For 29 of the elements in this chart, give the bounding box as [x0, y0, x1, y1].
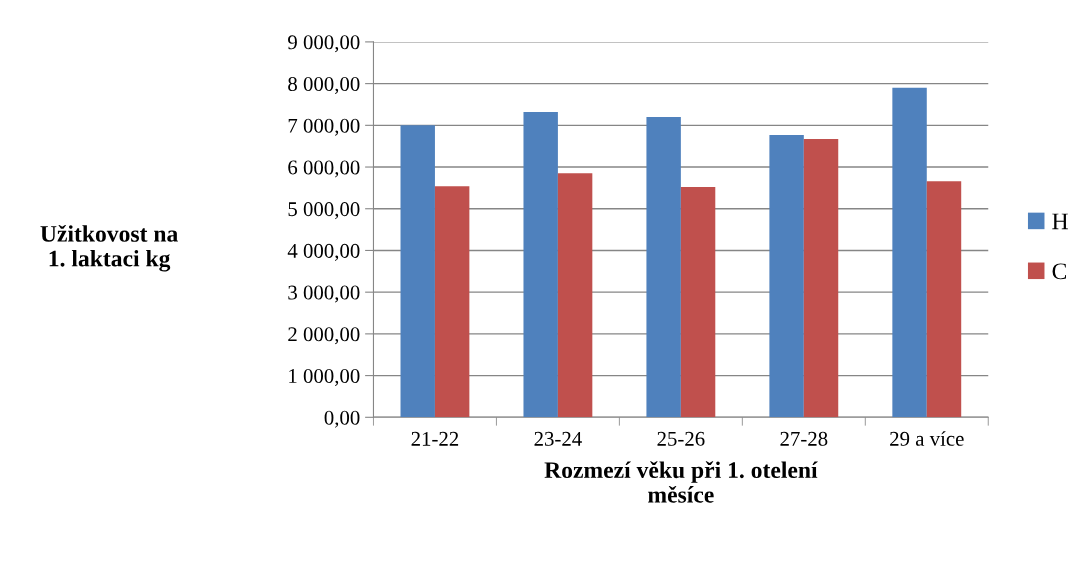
y-tick-label: 3 000,00: [288, 285, 360, 303]
x-tick-label: 25-26: [657, 431, 705, 446]
bar: [400, 125, 435, 418]
y-tick-label: 9 000,00: [288, 35, 360, 53]
x-tick-label: 29 a více: [890, 431, 964, 446]
bar: [680, 187, 716, 418]
bar: [557, 173, 593, 418]
x-tick-label: 21-22: [411, 431, 459, 446]
y-tick-label: 6 000,00: [288, 160, 360, 178]
x-tick-label: 23-24: [534, 431, 582, 446]
y-tick-label: 8 000,00: [288, 76, 360, 95]
bar: [803, 139, 839, 418]
x-axis-title: Rozmezí věku při 1. otelení měsíce: [544, 461, 818, 503]
y-tick-label: 0,00: [324, 410, 360, 428]
bar: [523, 111, 558, 418]
bar: [646, 116, 681, 418]
y-axis-title: Užitkovost na 1. laktaci kg: [40, 224, 178, 272]
legend-label: H: [1052, 213, 1068, 230]
bar: [434, 186, 470, 418]
bar: [892, 87, 927, 418]
y-tick-label: 1 000,00: [289, 368, 360, 387]
y-tick-label: 2 000,00: [288, 327, 360, 345]
legend-label: C: [1052, 263, 1067, 280]
bar: [926, 181, 962, 418]
y-tick-label: 7 000,00: [288, 118, 360, 136]
y-tick-label: 5 000,00: [288, 202, 360, 220]
bar: [769, 134, 804, 418]
x-tick-label: 27-28: [780, 431, 828, 446]
y-tick-label: 4 000,00: [287, 243, 360, 261]
